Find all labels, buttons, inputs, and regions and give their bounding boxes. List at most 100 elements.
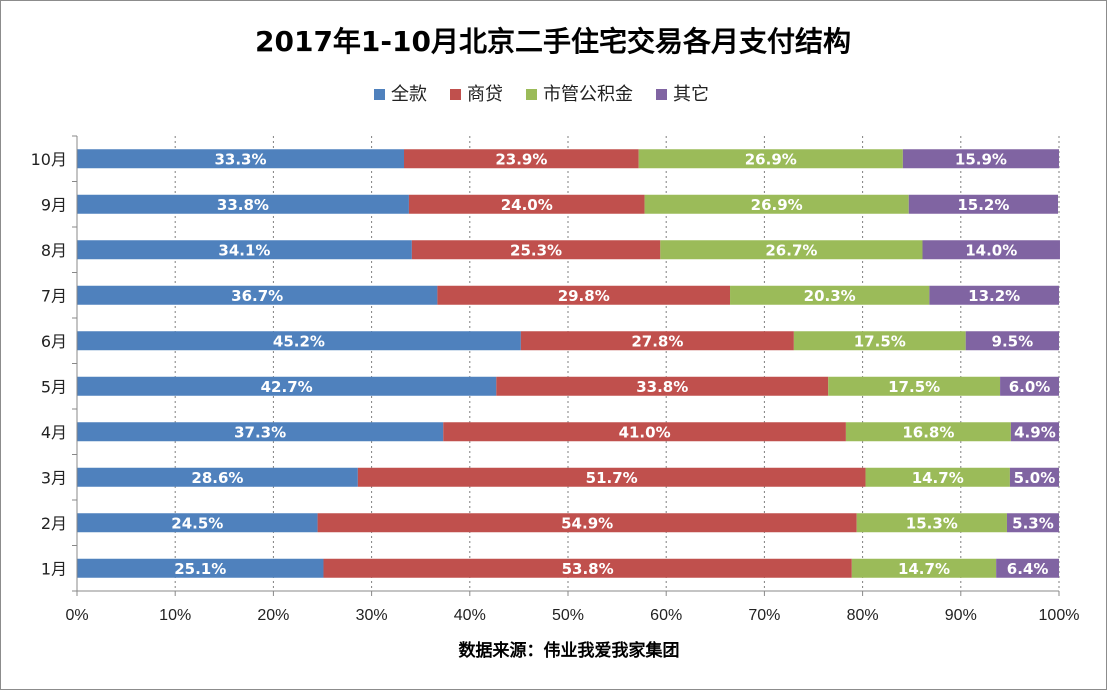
bar-label-5-1: 33.8%	[636, 378, 688, 396]
bar-8-1	[317, 513, 857, 533]
bar-6-2	[845, 422, 1011, 442]
x-tick-label-3: 30%	[356, 607, 388, 624]
bar-label-6-3: 4.9%	[1014, 423, 1056, 441]
bar-9-2	[851, 558, 997, 578]
bar-2-0	[77, 240, 412, 260]
bar-label-3-2: 20.3%	[804, 287, 856, 305]
bar-label-8-1: 54.9%	[561, 514, 613, 532]
bar-label-2-0: 34.1%	[218, 241, 270, 259]
legend-swatch-2	[526, 89, 537, 100]
y-tick-label-0: 10月	[31, 150, 67, 169]
bar-label-8-2: 15.3%	[906, 514, 958, 532]
bar-label-5-2: 17.5%	[888, 378, 940, 396]
bar-label-6-2: 16.8%	[902, 423, 954, 441]
bar-8-3	[1006, 513, 1059, 533]
bar-label-2-1: 25.3%	[510, 241, 562, 259]
bar-label-7-1: 51.7%	[586, 469, 638, 487]
bar-label-7-0: 28.6%	[191, 469, 243, 487]
bar-7-3	[1009, 467, 1059, 487]
bar-label-1-2: 26.9%	[751, 196, 803, 214]
legend-label-2: 市管公积金	[543, 84, 633, 105]
legend-label-1: 商贷	[467, 84, 503, 105]
bar-label-9-2: 14.7%	[898, 560, 950, 578]
bar-label-2-3: 14.0%	[965, 241, 1017, 259]
bar-label-0-0: 33.3%	[214, 150, 266, 168]
bar-3-1	[437, 285, 731, 305]
bar-5-3	[1000, 376, 1059, 396]
bar-1-0	[77, 194, 409, 214]
y-tick-label-5: 5月	[41, 377, 67, 396]
x-tick-label-6: 60%	[650, 607, 682, 624]
y-tick-label-6: 4月	[41, 423, 67, 442]
bar-0-1	[404, 149, 639, 169]
bar-4-2	[793, 331, 966, 351]
bar-0-2	[638, 149, 903, 169]
x-tick-label-1: 10%	[159, 607, 191, 624]
bar-2-3	[922, 240, 1060, 260]
bar-5-0	[77, 376, 497, 396]
x-tick-label-5: 50%	[552, 607, 584, 624]
bar-label-4-3: 9.5%	[992, 332, 1034, 350]
bar-label-4-0: 45.2%	[273, 332, 325, 350]
y-tick-label-3: 7月	[41, 286, 67, 305]
bar-label-0-3: 15.9%	[955, 150, 1007, 168]
y-tick-label-8: 2月	[41, 514, 67, 533]
bar-label-5-3: 6.0%	[1009, 378, 1051, 396]
legend: 全款 商贷 市管公积金 其它	[374, 84, 709, 105]
y-tick-label-1: 9月	[41, 195, 67, 214]
bar-6-1	[443, 422, 846, 442]
x-tick-label-7: 70%	[748, 607, 780, 624]
y-tick-label-7: 3月	[41, 468, 67, 487]
y-axis: 10月 9月 8月 7月 6月 5月 4月 3月 2月 1月	[31, 135, 78, 592]
bar-2-1	[411, 240, 661, 260]
x-tick-label-8: 80%	[847, 607, 879, 624]
bar-4-0	[77, 331, 521, 351]
legend-swatch-1	[450, 89, 461, 100]
bar-9-0	[77, 558, 324, 578]
bar-9-3	[996, 558, 1059, 578]
bar-label-9-1: 53.8%	[562, 560, 614, 578]
bars: 33.3% 23.9% 26.9% 15.9% 33.8% 24.0% 26.9% 15.2%…	[77, 149, 1060, 578]
bar-label-1-0: 33.8%	[217, 196, 269, 214]
x-tick-label-4: 40%	[454, 607, 486, 624]
bar-label-3-1: 29.8%	[558, 287, 610, 305]
x-axis: 0% 10% 20% 30% 40% 50% 60% 70% 80% 90% 100%	[65, 590, 1080, 624]
legend-swatch-0	[374, 89, 385, 100]
bar-label-1-1: 24.0%	[501, 196, 553, 214]
y-tick-label-9: 1月	[41, 559, 67, 578]
x-tick-label-10: 100%	[1039, 607, 1080, 624]
source-note: 数据来源：伟业我爱我家集团	[459, 640, 680, 661]
bar-3-3	[929, 285, 1059, 305]
bar-label-0-2: 26.9%	[745, 150, 797, 168]
bar-label-3-0: 36.7%	[231, 287, 283, 305]
bar-1-2	[644, 194, 909, 214]
legend-swatch-3	[656, 89, 667, 100]
bar-label-1-3: 15.2%	[957, 196, 1009, 214]
x-tick-label-0: 0%	[65, 607, 88, 624]
bar-label-5-0: 42.7%	[261, 378, 313, 396]
bar-0-3	[902, 149, 1059, 169]
bar-1-1	[408, 194, 645, 214]
bar-4-1	[520, 331, 794, 351]
x-tick-label-2: 20%	[257, 607, 289, 624]
bar-3-2	[730, 285, 930, 305]
chart-title: 2017年1-10月北京二手住宅交易各月支付结构	[255, 25, 851, 58]
bar-label-2-2: 26.7%	[765, 241, 817, 259]
bar-label-8-3: 5.3%	[1012, 514, 1054, 532]
bar-7-1	[357, 467, 866, 487]
bar-label-6-1: 41.0%	[619, 423, 671, 441]
bar-label-4-2: 17.5%	[854, 332, 906, 350]
legend-label-3: 其它	[673, 84, 709, 105]
y-tick-label-2: 8月	[41, 241, 67, 260]
y-tick-label-4: 6月	[41, 332, 67, 351]
bar-label-7-2: 14.7%	[912, 469, 964, 487]
bar-8-2	[856, 513, 1007, 533]
bar-5-2	[828, 376, 1001, 396]
bar-9-1	[323, 558, 852, 578]
bar-label-9-3: 6.4%	[1007, 560, 1049, 578]
bar-7-0	[77, 467, 358, 487]
bar-label-0-1: 23.9%	[495, 150, 547, 168]
legend-label-0: 全款	[391, 84, 427, 105]
bar-3-0	[77, 285, 438, 305]
